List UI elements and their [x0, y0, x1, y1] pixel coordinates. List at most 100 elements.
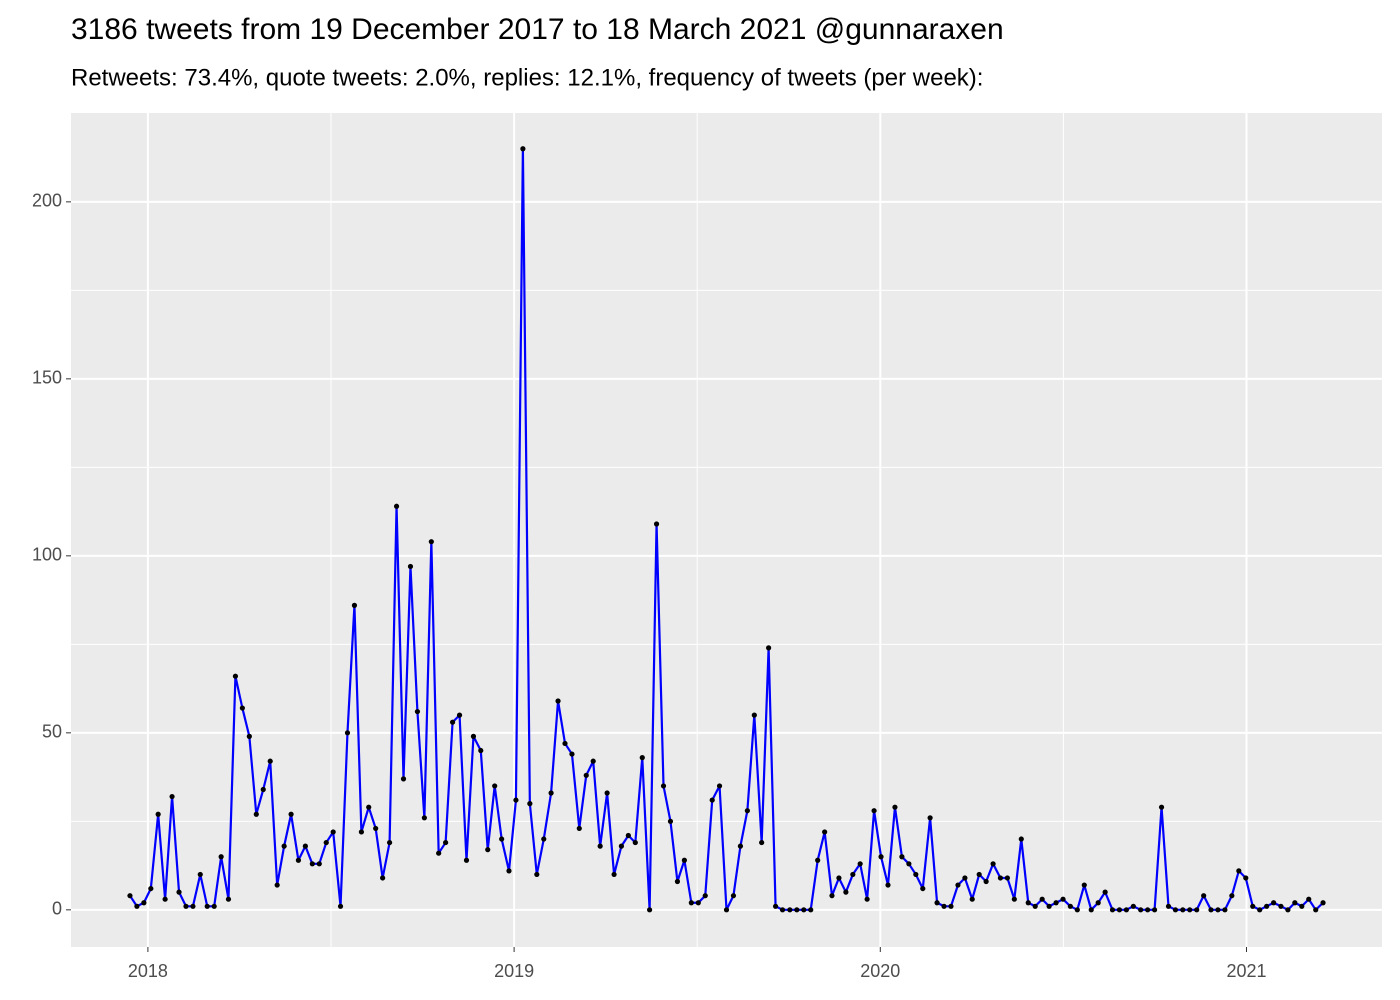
- data-point: [309, 861, 315, 867]
- data-point: [1123, 907, 1129, 913]
- data-point: [885, 882, 891, 888]
- data-point: [772, 903, 779, 909]
- y-tick-label: 0: [52, 899, 62, 919]
- data-point: [611, 871, 617, 878]
- data-point: [204, 903, 210, 909]
- data-point: [618, 843, 625, 849]
- data-point: [997, 875, 1004, 881]
- data-point: [344, 730, 351, 736]
- data-point: [646, 907, 653, 913]
- data-point: [913, 871, 919, 878]
- data-point: [239, 705, 245, 711]
- data-point: [302, 843, 308, 849]
- data-point: [899, 854, 905, 860]
- data-point: [1194, 907, 1200, 913]
- data-point: [604, 790, 610, 796]
- data-point: [1236, 868, 1242, 874]
- y-tick-label: 100: [32, 545, 62, 565]
- data-point: [625, 832, 631, 839]
- data-point: [421, 815, 427, 821]
- data-point: [1145, 907, 1151, 913]
- data-point: [288, 811, 294, 817]
- data-point: [380, 875, 386, 881]
- data-point: [393, 503, 400, 509]
- data-point: [583, 772, 589, 778]
- data-point: [190, 903, 196, 909]
- data-point: [470, 733, 477, 739]
- x-tick-label: 2020: [860, 961, 900, 981]
- data-point: [857, 861, 863, 867]
- data-point: [1165, 903, 1172, 909]
- chart-title: 3186 tweets from 19 December 2017 to 18 …: [71, 13, 1004, 46]
- data-point: [478, 747, 484, 754]
- data-point: [695, 900, 701, 906]
- data-point: [1172, 907, 1179, 913]
- data-point: [892, 804, 898, 810]
- data-point: [920, 885, 926, 892]
- data-point: [337, 903, 344, 909]
- data-point: [1039, 896, 1045, 902]
- data-point: [541, 836, 547, 842]
- data-point: [1074, 907, 1080, 913]
- data-point: [253, 811, 259, 817]
- data-point: [330, 829, 336, 835]
- data-point: [779, 907, 786, 913]
- data-point: [576, 825, 582, 832]
- data-point: [295, 857, 302, 863]
- data-point: [674, 878, 681, 885]
- data-point: [1116, 907, 1123, 913]
- data-point: [1081, 882, 1087, 888]
- data-point: [400, 776, 407, 782]
- data-point: [1088, 907, 1094, 913]
- y-tick-label: 200: [32, 191, 62, 211]
- data-point: [463, 857, 470, 863]
- data-point: [983, 878, 989, 885]
- data-point: [456, 712, 463, 718]
- data-point: [843, 889, 849, 895]
- y-tick-label: 50: [42, 722, 62, 742]
- data-point: [737, 843, 744, 849]
- data-point: [962, 875, 968, 881]
- data-point: [1313, 907, 1319, 913]
- data-point: [267, 758, 273, 764]
- data-point: [134, 903, 140, 909]
- data-point: [1285, 907, 1291, 913]
- data-point: [632, 839, 638, 846]
- data-point: [225, 896, 232, 902]
- data-point: [316, 861, 322, 867]
- data-point: [1292, 900, 1298, 906]
- data-point: [520, 146, 526, 152]
- plot-panel: [71, 113, 1382, 947]
- data-point: [941, 903, 947, 909]
- data-point: [1271, 900, 1277, 906]
- data-point: [1320, 900, 1326, 906]
- data-point: [730, 893, 737, 899]
- data-point: [1229, 893, 1235, 899]
- data-point: [1109, 907, 1116, 913]
- data-point: [1306, 896, 1312, 902]
- data-point: [1004, 875, 1010, 881]
- data-point: [407, 563, 414, 570]
- data-point: [1243, 875, 1249, 881]
- data-point: [990, 861, 996, 867]
- data-point: [906, 861, 912, 867]
- data-point: [688, 900, 694, 906]
- chart-subtitle: Retweets: 73.4%, quote tweets: 2.0%, rep…: [71, 64, 983, 91]
- data-point: [878, 854, 884, 860]
- data-point: [436, 850, 442, 856]
- data-point: [211, 903, 217, 909]
- data-point: [1011, 896, 1017, 902]
- data-point: [1187, 907, 1193, 913]
- data-point: [169, 793, 175, 800]
- data-point: [948, 903, 954, 909]
- data-point: [597, 843, 603, 849]
- data-point: [281, 843, 287, 849]
- data-point: [815, 857, 821, 863]
- data-point: [351, 602, 358, 608]
- data-point: [1067, 903, 1073, 909]
- data-point: [127, 893, 133, 899]
- data-point: [1138, 907, 1144, 913]
- data-point: [808, 907, 814, 913]
- data-point: [822, 829, 828, 835]
